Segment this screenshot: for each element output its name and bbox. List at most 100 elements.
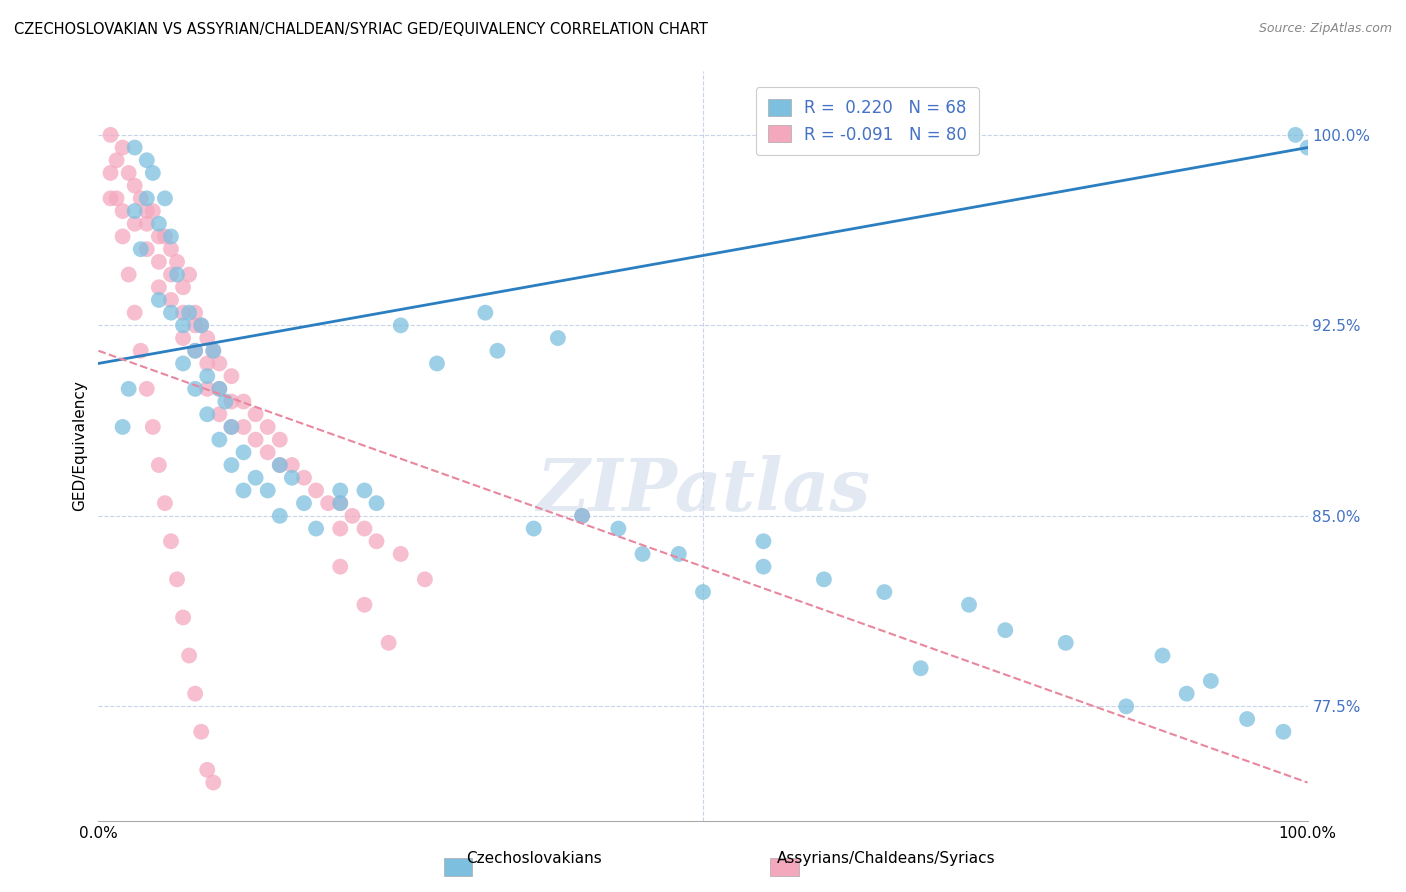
Point (124, 306, 146, 320)
Point (221, 458, 243, 472)
Point (142, 204, 165, 219)
Point (208, 433, 231, 447)
Point (389, 318, 412, 333)
Point (148, 293, 170, 307)
Point (208, 382, 231, 396)
Point (353, 598, 375, 612)
Point (377, 636, 399, 650)
Point (366, 534, 388, 549)
Point (179, 648, 201, 663)
Point (166, 572, 188, 586)
Point (129, 343, 152, 358)
Point (221, 420, 243, 434)
Point (245, 407, 267, 421)
Point (172, 331, 194, 345)
Point (221, 394, 243, 409)
Point (813, 572, 835, 586)
Point (631, 547, 654, 561)
Point (329, 522, 352, 536)
Point (245, 471, 267, 485)
Point (124, 217, 146, 231)
Point (148, 229, 170, 244)
Point (118, 268, 141, 282)
Point (172, 610, 194, 624)
Point (135, 217, 157, 231)
Point (269, 458, 291, 472)
Point (105, 153, 128, 168)
Point (1115, 699, 1137, 714)
Point (184, 343, 207, 358)
Text: ZIPatlas: ZIPatlas (536, 456, 870, 526)
Point (292, 471, 315, 485)
Point (172, 306, 194, 320)
Text: CZECHOSLOVAKIAN VS ASSYRIAN/CHALDEAN/SYRIAC GED/EQUIVALENCY CORRELATION CHART: CZECHOSLOVAKIAN VS ASSYRIAN/CHALDEAN/SYR… (14, 22, 709, 37)
Point (129, 242, 152, 256)
Point (172, 280, 194, 294)
Point (523, 522, 546, 536)
Point (232, 483, 254, 498)
Point (135, 191, 157, 205)
Point (292, 496, 315, 510)
Point (329, 559, 352, 574)
Point (607, 522, 630, 536)
Point (1175, 687, 1198, 701)
Point (269, 433, 291, 447)
Point (1199, 673, 1222, 688)
Point (1054, 636, 1077, 650)
Point (148, 458, 170, 472)
Point (305, 522, 328, 536)
Point (135, 382, 157, 396)
Point (1272, 724, 1295, 739)
Point (1152, 648, 1174, 663)
Point (118, 382, 141, 396)
Point (160, 242, 183, 256)
Point (413, 572, 436, 586)
Point (692, 585, 714, 599)
Point (1284, 128, 1306, 142)
Point (190, 318, 212, 333)
Point (752, 559, 775, 574)
Point (195, 369, 218, 384)
Text: Czechoslovakians: Czechoslovakians (467, 852, 602, 866)
Point (172, 318, 194, 333)
Point (256, 420, 278, 434)
Point (111, 140, 134, 154)
Point (142, 420, 165, 434)
Point (148, 255, 170, 269)
Point (208, 382, 231, 396)
Point (179, 268, 201, 282)
Point (166, 268, 188, 282)
Point (195, 331, 218, 345)
Point (1296, 140, 1319, 154)
Point (202, 343, 225, 358)
Point (329, 496, 352, 510)
Point (873, 585, 896, 599)
Point (957, 598, 980, 612)
Point (124, 178, 146, 193)
Point (184, 687, 207, 701)
Point (195, 382, 218, 396)
Point (994, 623, 1017, 637)
Point (111, 204, 134, 219)
Point (184, 318, 207, 333)
Point (100, 128, 122, 142)
Point (166, 255, 188, 269)
Point (366, 496, 388, 510)
Point (269, 458, 291, 472)
Point (111, 420, 134, 434)
Point (256, 445, 278, 459)
Point (281, 458, 304, 472)
Point (184, 343, 207, 358)
Point (221, 369, 243, 384)
Text: Assyrians/Chaldeans/Syriacs: Assyrians/Chaldeans/Syriacs (776, 852, 995, 866)
Point (148, 217, 170, 231)
Point (329, 496, 352, 510)
Text: Source: ZipAtlas.com: Source: ZipAtlas.com (1258, 22, 1392, 36)
Point (256, 483, 278, 498)
Point (100, 166, 122, 180)
Point (190, 724, 212, 739)
Point (160, 229, 183, 244)
Point (269, 508, 291, 523)
Point (160, 534, 183, 549)
Point (153, 496, 176, 510)
